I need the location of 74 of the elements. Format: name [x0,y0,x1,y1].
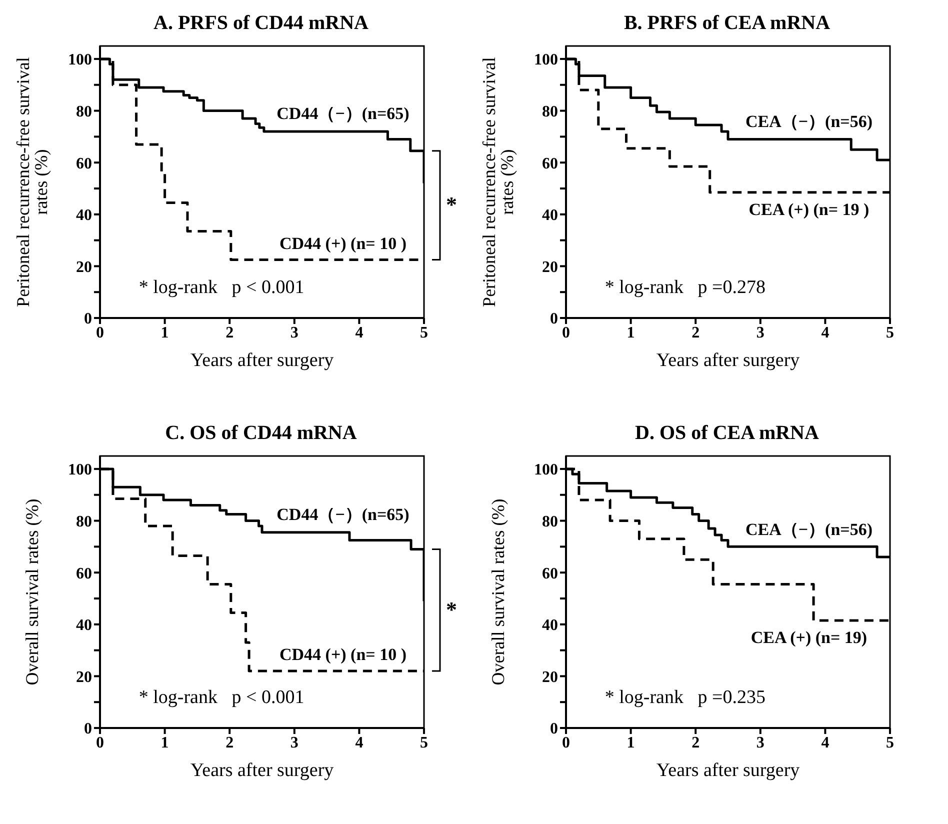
x-tick-label: 4 [355,324,364,342]
x-tick-label: 3 [756,324,764,342]
annotation: * log-rank p < 0.001 [138,687,304,710]
y-tick-label: 60 [76,155,92,172]
series-label: CEA（−）(n=56) [745,111,873,134]
x-tick-label: 0 [96,324,104,342]
y-axis-title: Peritoneal recurrence-free survival rates (%) [479,56,517,309]
series-label: CEA (+) (n= 19) [750,628,868,648]
series-label: CEA（−）(n=56) [745,518,873,541]
chart-title: D. OS of CEA mRNA [634,421,820,446]
y-tick-label: 100 [68,52,92,69]
y-tick-label: 40 [76,617,92,634]
y-tick-label: 80 [542,513,558,530]
x-tick-label: 4 [821,734,830,752]
y-tick-label: 80 [76,513,92,530]
x-tick-label: 1 [626,734,635,752]
chart-title: B. PRFS of CEA mRNA [622,11,832,36]
y-tick-label: 60 [542,565,558,582]
x-tick-label: 1 [160,324,169,342]
x-tick-label: 1 [626,324,635,342]
x-tick-label: 4 [821,324,830,342]
text: * [446,192,457,218]
y-tick-label: 80 [76,103,92,120]
y-tick-label: 20 [542,258,558,276]
y-tick-label: 100 [534,52,558,69]
series-label: CD44 (+) (n= 10 ) [279,645,407,665]
x-tick-label: 3 [290,324,298,342]
y-tick-label: 80 [542,103,558,120]
annotation: * log-rank p =0.235 [604,687,766,710]
x-tick-label: 2 [692,324,700,342]
x-tick-label: 0 [562,324,570,342]
y-tick-label: 0 [550,310,558,328]
x-axis-title: Years after surgery [189,760,335,782]
x-tick-label: 5 [420,324,428,342]
y-tick-label: 20 [76,258,92,276]
y-tick-label: 60 [76,565,92,582]
annotation: * log-rank p =0.278 [604,277,766,300]
chart-title: C. OS of CD44 mRNA [164,421,358,446]
series-label: CD44 (+) (n= 10 ) [279,234,407,254]
y-tick-label: 0 [84,310,92,328]
series-label: CEA (+) (n= 19 ) [748,200,870,220]
x-tick-label: 1 [160,734,169,752]
y-tick-label: 40 [542,207,558,224]
y-tick-label: 100 [534,462,558,479]
y-tick-label: 60 [542,155,558,172]
x-tick-label: 0 [96,734,104,752]
x-tick-label: 3 [756,734,764,752]
y-tick-label: 0 [550,720,558,738]
x-tick-label: 5 [420,734,428,752]
x-tick-label: 3 [290,734,298,752]
y-tick-label: 100 [68,462,92,479]
x-tick-label: 2 [226,734,234,752]
x-tick-label: 2 [226,324,234,342]
x-tick-label: 0 [562,734,570,752]
text: * [446,597,457,624]
x-axis-title: Years after surgery [655,760,801,782]
series-label: CD44（−）(n=65) [276,103,410,126]
x-tick-label: 5 [886,734,894,752]
x-tick-label: 4 [355,734,364,752]
y-axis-title: Overall survival rates (%) [488,498,508,688]
series-label: CD44（−）(n=65) [276,504,410,526]
y-axis-title: Overall survival rates (%) [22,498,42,688]
y-tick-label: 20 [76,668,92,686]
chart-title: A. PRFS of CD44 mRNA [152,11,370,36]
y-tick-label: 40 [542,617,558,634]
y-axis-title: Peritoneal recurrence-free survival rates (%) [13,56,51,309]
annotation: * log-rank p < 0.001 [138,277,304,300]
x-axis-title: Years after surgery [655,350,801,372]
y-tick-label: 20 [542,668,558,686]
x-tick-label: 2 [692,734,700,752]
y-tick-label: 0 [84,720,92,738]
y-tick-label: 40 [76,207,92,224]
x-tick-label: 5 [886,324,894,342]
x-axis-title: Years after surgery [189,350,335,372]
